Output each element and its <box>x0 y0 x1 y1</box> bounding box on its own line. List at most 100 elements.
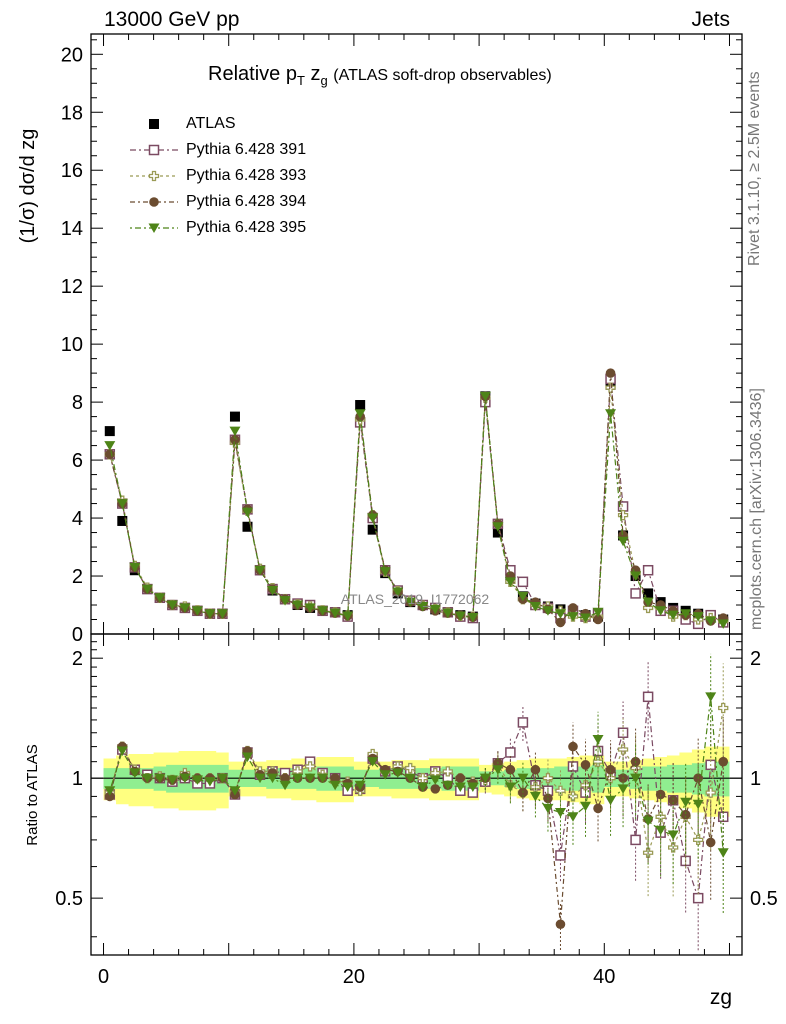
main-plot-area <box>91 34 742 634</box>
data-point <box>617 536 629 547</box>
ratio-series-line <box>109 696 724 899</box>
data-point <box>517 591 529 602</box>
ratio-point <box>392 768 404 779</box>
ratio-point <box>379 770 391 780</box>
ratio-point <box>354 780 366 791</box>
y-axis-label: (1/σ) dσ/d zg <box>17 129 39 244</box>
ratio-point <box>330 773 340 783</box>
x-axis-label: zg <box>710 986 732 1009</box>
data-point <box>241 507 253 518</box>
ratio-point <box>329 780 341 791</box>
ratio-point <box>455 773 466 783</box>
ratio-point <box>555 919 566 930</box>
y-tick-label: 2 <box>72 566 83 588</box>
y-tick-label: 0 <box>72 624 83 646</box>
data-point <box>692 612 704 622</box>
y-tick-label: 12 <box>61 276 83 298</box>
ratio-point <box>104 791 115 802</box>
ratio-point <box>630 834 641 846</box>
ratio-point <box>216 773 228 784</box>
ratio-point <box>229 786 241 796</box>
data-point <box>717 619 729 629</box>
data-point <box>292 600 304 611</box>
analysis-type-label: Jets <box>691 8 730 31</box>
x-tick-label: 40 <box>593 966 615 988</box>
ratio-point <box>204 777 216 787</box>
data-point <box>642 597 654 608</box>
ratio-point <box>580 780 591 791</box>
ratio-point <box>717 848 729 858</box>
ratio-point <box>429 775 441 785</box>
ratio-point <box>718 756 729 767</box>
ratio-point <box>568 741 578 752</box>
ratio-point <box>454 782 466 793</box>
ratio-point <box>304 773 316 784</box>
ratio-point <box>267 773 279 784</box>
data-point <box>529 601 541 612</box>
rivet-events-label: Rivet 3.1.10, ≥ 2.5M events <box>746 71 763 266</box>
ratio-point <box>241 752 253 763</box>
ratio-point <box>692 799 704 810</box>
ratio-point <box>254 773 266 784</box>
ratio-point <box>542 803 554 814</box>
data-point <box>216 609 228 619</box>
data-point <box>517 576 529 588</box>
ratio-point <box>442 766 453 777</box>
data-point <box>630 571 642 582</box>
ratio-point <box>517 717 529 728</box>
data-point <box>254 565 266 576</box>
data-point <box>705 616 717 626</box>
ratio-point <box>530 781 541 793</box>
legend-symbol <box>148 223 160 233</box>
ratio-point <box>279 780 291 791</box>
ratio-point <box>692 892 704 904</box>
data-point <box>680 609 692 619</box>
ratio-point <box>529 791 541 802</box>
ratio-point <box>542 773 554 784</box>
ratio-series-pythia-395 <box>104 653 729 913</box>
data-point <box>229 426 241 437</box>
ratio-point <box>505 747 516 758</box>
data-point <box>179 603 191 613</box>
data-point <box>605 368 616 378</box>
ratio-point <box>580 760 591 770</box>
data-point <box>605 409 617 419</box>
ratio-point <box>617 727 629 739</box>
ratio-point <box>555 785 566 796</box>
data-point <box>392 587 404 597</box>
ratio-point <box>342 782 354 793</box>
ratio-point <box>680 797 692 808</box>
data-point <box>116 499 128 509</box>
data-point <box>580 613 592 624</box>
data-point <box>630 588 641 599</box>
ratio-y-tick-label: 0.5 <box>55 888 83 910</box>
ratio-point <box>593 803 603 814</box>
data-point <box>593 614 603 625</box>
ratio-point <box>680 809 691 820</box>
ratio-point <box>154 773 166 784</box>
data-point <box>355 400 366 411</box>
ratio-point <box>404 773 416 784</box>
data-point <box>117 515 128 526</box>
data-point <box>479 391 491 402</box>
main-plot-markers <box>104 368 729 630</box>
legend-marker-3 <box>130 197 178 207</box>
ratio-point <box>166 775 178 785</box>
legend-label-395: Pythia 6.428 395 <box>186 219 307 236</box>
legend-symbol <box>148 170 160 182</box>
data-point <box>642 564 654 576</box>
ratio-point <box>605 764 616 775</box>
ratio-point <box>718 702 729 714</box>
data-point <box>204 609 216 619</box>
y-tick-label: 14 <box>61 218 83 240</box>
ratio-point <box>554 808 566 818</box>
x-tick-label: 0 <box>98 966 109 988</box>
data-point <box>129 562 141 573</box>
ratio-point <box>617 784 629 794</box>
ratio-axis-label: Ratio to ATLAS <box>24 744 41 845</box>
ratio-point <box>179 773 191 784</box>
data-point <box>279 596 291 606</box>
ratio-point <box>705 787 716 798</box>
